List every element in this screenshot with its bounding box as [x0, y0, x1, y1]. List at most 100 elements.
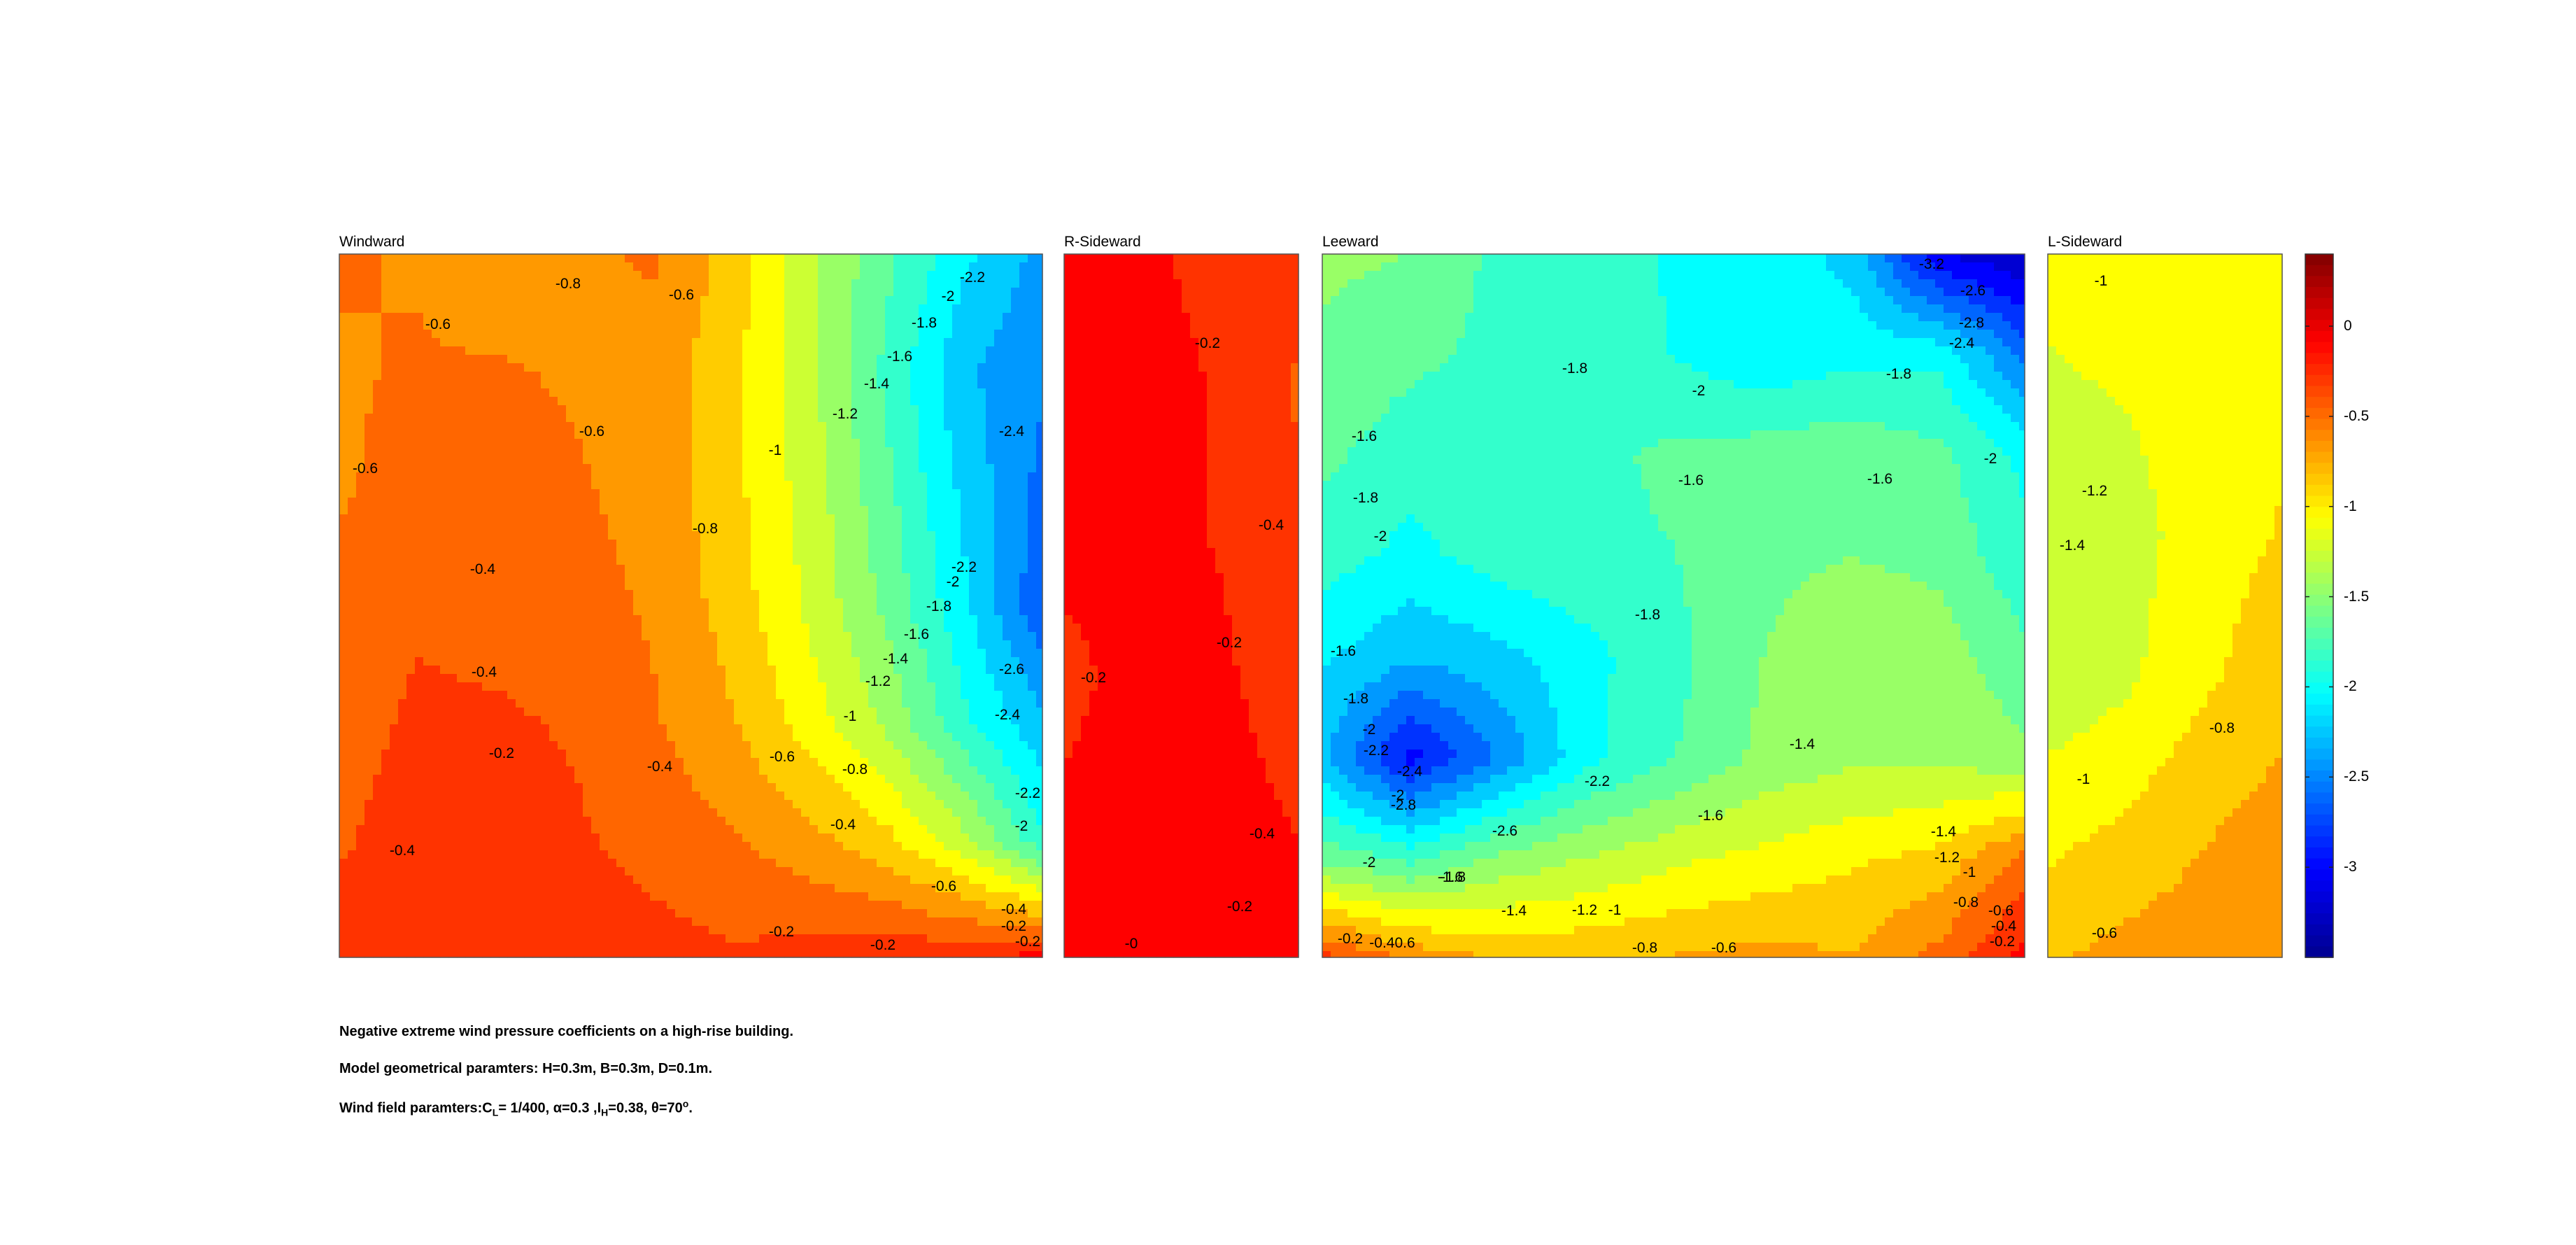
heatmap-cell	[600, 481, 609, 490]
heatmap-cell	[448, 632, 458, 641]
heatmap-cell	[952, 733, 961, 742]
heatmap-cell	[793, 456, 802, 465]
heatmap-cell	[365, 456, 374, 465]
heatmap-cell	[793, 708, 802, 717]
heatmap-cell	[457, 514, 466, 523]
heatmap-cell	[742, 582, 751, 591]
heatmap-cell	[977, 624, 986, 633]
heatmap-cell	[390, 338, 399, 347]
heatmap-cell	[1019, 262, 1028, 272]
heatmap-cell	[868, 279, 877, 288]
heatmap-cell	[826, 640, 835, 649]
heatmap-cell	[381, 405, 390, 414]
heatmap-cell	[961, 489, 970, 498]
heatmap-cell	[851, 271, 861, 280]
heatmap-cell	[759, 288, 768, 297]
heatmap-cell	[742, 279, 751, 288]
heatmap-cell	[893, 691, 903, 700]
heatmap-cell	[893, 430, 903, 439]
heatmap-cell	[541, 640, 550, 649]
heatmap-cell	[1011, 498, 1020, 507]
heatmap-cell	[692, 472, 701, 481]
heatmap-cell	[406, 674, 416, 683]
heatmap-cell	[457, 363, 466, 372]
heatmap-cell	[482, 372, 491, 381]
heatmap-cell	[398, 271, 407, 280]
heatmap-cell	[373, 716, 382, 725]
heatmap-cell	[961, 556, 970, 565]
heatmap-cell	[809, 355, 819, 364]
heatmap-cell	[583, 674, 592, 683]
heatmap-cell	[642, 321, 651, 330]
heatmap-cell	[507, 607, 516, 616]
heatmap-cell	[717, 262, 726, 272]
heatmap-cell	[767, 472, 777, 481]
heatmap-cell	[558, 607, 567, 616]
heatmap-cell	[381, 615, 390, 624]
heatmap-cell	[608, 422, 617, 431]
heatmap-cell	[616, 523, 625, 532]
heatmap-cell	[944, 691, 953, 700]
heatmap-cell	[885, 724, 894, 733]
heatmap-cell	[935, 414, 944, 423]
heatmap-cell	[835, 657, 844, 666]
heatmap-cell	[532, 304, 542, 314]
heatmap-cell	[339, 346, 348, 356]
heatmap-cell	[877, 615, 886, 624]
heatmap-cell	[684, 414, 693, 423]
heatmap-cell	[499, 632, 508, 641]
heatmap-cell	[767, 598, 777, 607]
heatmap-cell	[348, 657, 357, 666]
heatmap-cell	[482, 271, 491, 280]
heatmap-cell	[600, 288, 609, 297]
heatmap-cell	[910, 262, 919, 272]
heatmap-cell	[1019, 548, 1028, 557]
heatmap-cell	[482, 565, 491, 574]
heatmap-cell	[541, 741, 550, 750]
heatmap-cell	[726, 657, 735, 666]
heatmap-cell	[826, 666, 835, 675]
heatmap-cell	[944, 288, 953, 297]
heatmap-cell	[818, 615, 827, 624]
heatmap-cell	[835, 506, 844, 515]
heatmap-cell	[902, 556, 911, 565]
heatmap-cell	[549, 733, 558, 742]
heatmap-cell	[457, 615, 466, 624]
heatmap-cell	[532, 565, 542, 574]
heatmap-cell	[818, 346, 827, 356]
heatmap-cell	[549, 666, 558, 675]
heatmap-cell	[843, 388, 852, 398]
heatmap-cell	[423, 750, 432, 759]
heatmap-cell	[885, 624, 894, 633]
heatmap-cell	[952, 708, 961, 717]
heatmap-cell	[818, 708, 827, 717]
heatmap-cell	[465, 708, 474, 717]
heatmap-cell	[986, 716, 995, 725]
heatmap-cell	[574, 296, 583, 305]
heatmap-cell	[1028, 363, 1037, 372]
heatmap-cell	[717, 456, 726, 465]
heatmap-cell	[784, 489, 793, 498]
heatmap-cell	[717, 506, 726, 515]
heatmap-cell	[440, 262, 449, 272]
heatmap-cell	[373, 355, 382, 364]
heatmap-cell	[759, 414, 768, 423]
heatmap-cell	[457, 456, 466, 465]
heatmap-cell	[885, 523, 894, 532]
heatmap-cell	[784, 590, 793, 599]
heatmap-cell	[423, 741, 432, 750]
heatmap-cell	[734, 598, 743, 607]
heatmap-cell	[658, 388, 667, 398]
heatmap-cell	[348, 372, 357, 381]
heatmap-cell	[961, 405, 970, 414]
heatmap-cell	[684, 716, 693, 725]
heatmap-cell	[961, 498, 970, 507]
heatmap-cell	[851, 464, 861, 473]
heatmap-cell	[398, 338, 407, 347]
heatmap-cell	[667, 674, 676, 683]
heatmap-cell	[406, 439, 416, 448]
heatmap-cell	[843, 548, 852, 557]
heatmap-cell	[1019, 632, 1028, 641]
heatmap-cell	[793, 464, 802, 473]
heatmap-cell	[482, 649, 491, 658]
